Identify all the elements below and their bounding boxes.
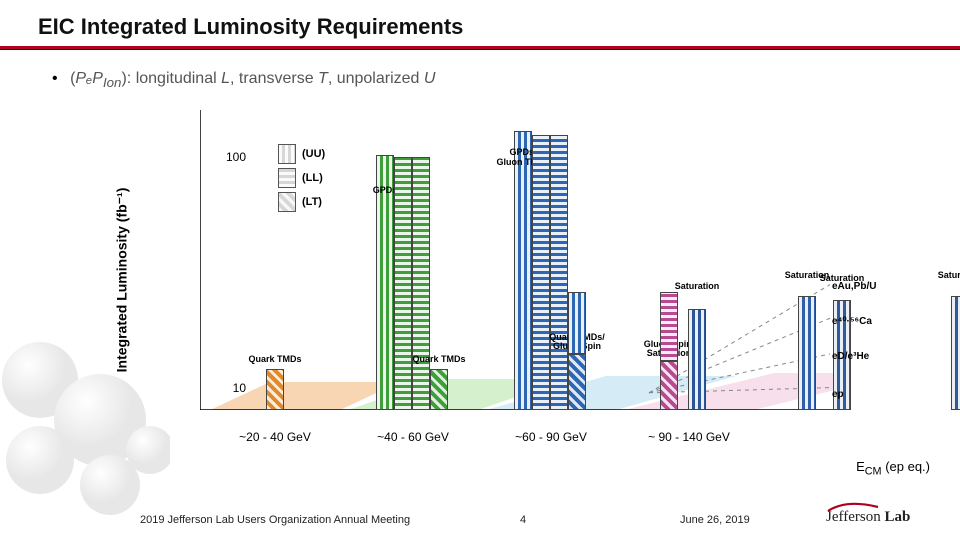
legend: (UU) (LL) (LT)	[278, 142, 348, 214]
bar	[430, 369, 448, 410]
bar	[951, 296, 960, 410]
side-label: ep	[832, 389, 844, 400]
y-tick: 100	[226, 150, 246, 164]
bullet-sym: PₑP	[75, 70, 103, 87]
bar-label: Quark TMDs	[248, 355, 301, 364]
bar	[550, 135, 568, 410]
bar	[568, 292, 586, 354]
bar	[798, 296, 816, 410]
bar	[394, 157, 412, 410]
legend-item: (LT)	[278, 190, 348, 214]
bar	[660, 292, 678, 361]
y-tick: 10	[233, 381, 246, 395]
bullet-U: U	[424, 70, 436, 87]
jlab-logo: Jefferson Lab	[826, 497, 936, 532]
footer-meeting: 2019 Jefferson Lab Users Organization An…	[140, 514, 410, 526]
footer-date: June 26, 2019	[680, 514, 750, 526]
x-tick-label: ~20 - 40 GeV	[239, 430, 311, 444]
bar	[412, 157, 430, 410]
bar-label: Saturation	[938, 271, 960, 280]
side-label: eD/e³He	[832, 351, 869, 362]
bullet-mid2: , unpolarized	[328, 70, 424, 87]
bar	[568, 354, 586, 410]
bullet-T: T	[318, 70, 328, 87]
bullet-line: • (PₑPIon): longitudinal L, transverse T…	[52, 70, 435, 90]
svg-text:Jefferson Lab: Jefferson Lab	[826, 509, 910, 525]
x-tick-label: ~40 - 60 GeV	[377, 430, 449, 444]
slide: EIC Integrated Luminosity Requirements •…	[0, 0, 960, 540]
title-rule-black	[0, 49, 960, 50]
background-spheres-icon	[0, 320, 170, 520]
legend-label: (LT)	[302, 196, 322, 208]
bar	[688, 309, 706, 410]
slide-title: EIC Integrated Luminosity Requirements	[38, 14, 463, 40]
bar	[266, 369, 284, 410]
footer: 2019 Jefferson Lab Users Organization An…	[0, 494, 960, 540]
bar	[514, 131, 532, 410]
footer-page: 4	[520, 514, 526, 526]
bullet-dot: •	[52, 70, 58, 87]
bar	[660, 361, 678, 410]
bullet-L: L	[221, 70, 230, 87]
bullet-post: ): longitudinal	[121, 70, 221, 87]
luminosity-chart: Integrated Luminosity (fb⁻¹) ~20 - 40 Ge…	[140, 100, 890, 460]
side-label: e⁴⁰·⁵⁶Ca	[832, 316, 872, 327]
bar-label: Saturation	[675, 282, 720, 291]
bar-label: Quark TMDs	[412, 355, 465, 364]
legend-label: (LL)	[302, 172, 323, 184]
x-tick-label: ~ 90 - 140 GeV	[648, 430, 730, 444]
legend-item: (UU)	[278, 142, 348, 166]
bullet-mid1: , transverse	[230, 70, 318, 87]
plot-area: ~20 - 40 GeV~40 - 60 GeV~60 - 90 GeV~ 90…	[200, 110, 840, 410]
side-label: eAu,Pb/U	[832, 281, 876, 292]
bar	[532, 135, 550, 410]
x-tick-label: ~60 - 90 GeV	[515, 430, 587, 444]
legend-item: (LL)	[278, 166, 348, 190]
bullet-sub: Ion	[103, 75, 122, 90]
legend-label: (UU)	[302, 148, 325, 160]
x-axis-title: ECM (ep eq.)	[856, 459, 930, 478]
